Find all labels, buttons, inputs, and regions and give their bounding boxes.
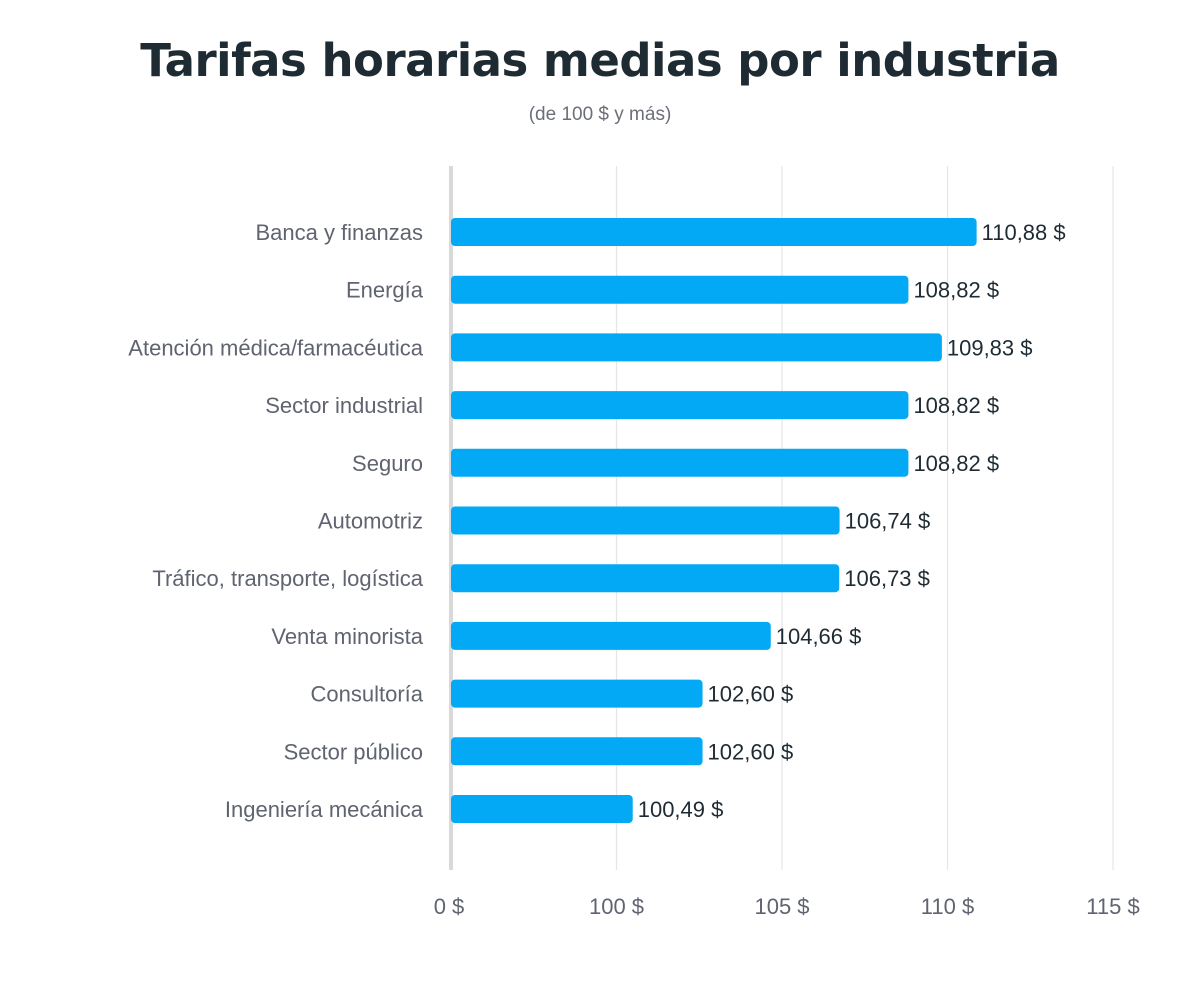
x-tick-label: 105 $ xyxy=(754,894,809,919)
category-label: Atención médica/farmacéutica xyxy=(128,335,423,360)
bar xyxy=(451,506,840,535)
category-label: Sector industrial xyxy=(265,393,423,418)
chart-subtitle: (de 100 $ y más) xyxy=(528,104,672,125)
bar xyxy=(451,275,909,304)
x-tick-label: 110 $ xyxy=(921,894,974,919)
bar xyxy=(451,448,909,477)
category-label: Seguro xyxy=(352,451,423,476)
value-label: 108,82 $ xyxy=(913,451,999,476)
category-labels: Banca y finanzas Energía Atención médica/f… xyxy=(128,220,423,822)
value-label: 102,60 $ xyxy=(708,739,794,764)
category-label: Consultoría xyxy=(310,682,423,707)
category-label: Energía xyxy=(346,278,424,303)
bar xyxy=(451,621,771,650)
value-label: 108,82 $ xyxy=(913,278,999,303)
category-label: Sector público xyxy=(284,739,423,764)
bar xyxy=(451,737,703,766)
bar xyxy=(451,333,942,362)
value-label: 106,73 $ xyxy=(844,566,930,591)
x-tick-label: 115 $ xyxy=(1086,894,1139,919)
x-tick-labels: 0 $ 100 $ 105 $ 110 $ 115 $ xyxy=(434,894,1140,919)
bar xyxy=(451,218,977,246)
value-label: 104,66 $ xyxy=(776,624,862,649)
value-label: 108,82 $ xyxy=(913,393,999,418)
x-tick-label: 100 $ xyxy=(589,894,644,919)
bar xyxy=(451,679,703,708)
category-label: Ingeniería mecánica xyxy=(225,797,424,822)
value-label: 106,74 $ xyxy=(845,509,931,534)
value-label: 102,60 $ xyxy=(708,682,794,707)
category-label: Venta minorista xyxy=(271,624,423,649)
value-label: 100,49 $ xyxy=(638,797,724,822)
value-label: 109,83 $ xyxy=(947,335,1033,360)
chart-title: Tarifas horarias medias por industria xyxy=(140,34,1060,87)
bars xyxy=(451,218,977,823)
value-label: 110,88 $ xyxy=(982,220,1066,245)
bar xyxy=(451,564,840,593)
bar xyxy=(451,795,633,823)
x-tick-label: 0 $ xyxy=(434,894,465,919)
category-label: Automotriz xyxy=(318,509,423,534)
value-labels: 110,88 $ 108,82 $ 109,83 $ 108,82 $ 108,82 $… xyxy=(638,220,1066,822)
category-label: Banca y finanzas xyxy=(255,220,423,245)
category-label: Tráfico, transporte, logística xyxy=(152,566,423,591)
bar xyxy=(451,391,909,420)
